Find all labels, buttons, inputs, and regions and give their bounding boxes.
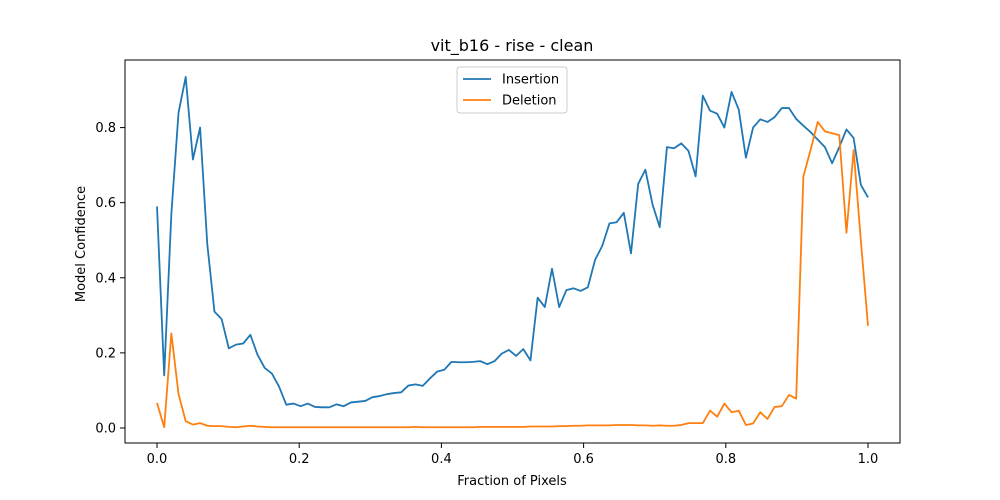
- legend: Insertion Deletion: [456, 66, 568, 114]
- y-tick-label: 0.2: [95, 346, 116, 361]
- y-axis-label: Model Confidence: [74, 186, 89, 302]
- x-tick-label: 0.6: [573, 452, 594, 467]
- x-tick-label: 0.0: [147, 452, 168, 467]
- plot-area: 0.0 0.2 0.4 0.6 0.8 1.0 0.0 0.2 0.4 0.6 0.8 Inserti…: [95, 59, 901, 467]
- x-tick-label: 0.8: [715, 452, 736, 467]
- series-line-deletion: [156, 121, 869, 429]
- legend-label-insertion: Insertion: [502, 73, 559, 88]
- y-tick-label: 0.6: [95, 196, 116, 211]
- series-line-insertion: [156, 76, 869, 409]
- legend-label-deletion: Deletion: [502, 94, 557, 109]
- x-axis-label: Fraction of Pixels: [457, 474, 567, 489]
- y-tick-label: 0.0: [95, 421, 116, 436]
- x-tick-label: 0.2: [289, 452, 310, 467]
- x-tick-label: 0.4: [431, 452, 452, 467]
- x-tick-label: 1.0: [858, 452, 879, 467]
- y-tick-label: 0.4: [95, 271, 116, 286]
- axes-frame: [124, 59, 901, 444]
- chart-title: vit_b16 - rise - clean: [431, 36, 594, 56]
- y-tick-label: 0.8: [95, 121, 116, 136]
